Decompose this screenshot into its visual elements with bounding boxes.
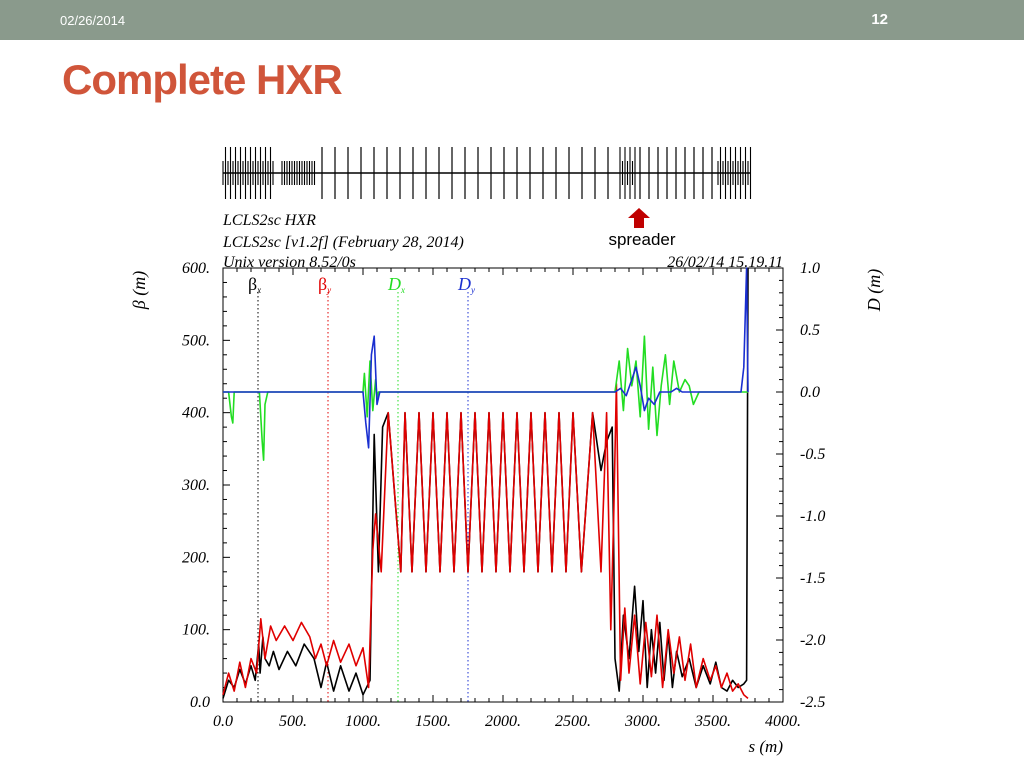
y-left-tick-label: 300.: [181, 477, 210, 494]
x-tick-label: 2000.: [485, 713, 521, 730]
x-tick-label: 0.0: [213, 713, 233, 730]
y-right-tick-label: 1.0: [800, 260, 820, 277]
y-right-tick-label: -0.5: [800, 446, 825, 463]
x-tick-label: 1500.: [415, 713, 451, 730]
chart-header-line2: LCLS2sc [v1.2f] (February 28, 2014): [222, 234, 464, 251]
beamline-element-schematic: [222, 147, 752, 199]
x-tick-label: 3000.: [624, 713, 661, 730]
y-right-tick-label: -2.5: [800, 694, 825, 711]
slide-header-bar: 02/26/2014 12: [0, 0, 1024, 40]
y-left-tick-label: 100.: [182, 622, 210, 639]
y-left-tick-label: 400.: [182, 405, 210, 422]
legend-label-D_y: Dy: [457, 274, 475, 295]
y-left-axis-label: β (m): [129, 271, 150, 310]
spreader-label: spreader: [608, 230, 675, 249]
legend-subscript: x: [256, 285, 261, 295]
spreader-annotation: spreader: [608, 208, 676, 249]
y-left-tick-label: 0.0: [190, 694, 210, 711]
legend-label-beta_x: βx: [248, 274, 261, 295]
series-line-D_x: [223, 335, 748, 462]
y-right-tick-label: -1.5: [800, 570, 825, 587]
legend-label-D_x: Dx: [387, 274, 405, 295]
x-tick-label: 2500.: [555, 713, 591, 730]
y-right-axis-label: D (m): [864, 269, 885, 313]
y-right-tick-label: 0.5: [800, 322, 820, 339]
x-tick-label: 1000.: [345, 713, 381, 730]
chart-header-line3: Unix version 8.52/0s: [223, 254, 356, 271]
y-right-tick-labels: -2.5 -2.0 -1.5 -1.0 -0.5 0.0 0.5 1.0: [800, 260, 825, 711]
y-left-tick-labels: 0.0 100. 200. 300. 400. 500. 600.: [181, 260, 210, 711]
legend-subscript: y: [326, 285, 331, 295]
plot-frame: [222, 267, 784, 703]
y-left-tick-label: 200.: [182, 549, 210, 566]
axis-ticks: [222, 267, 784, 703]
x-tick-label: 500.: [279, 713, 307, 730]
series-line-D_y: [223, 267, 749, 449]
y-right-tick-label: -1.0: [800, 508, 825, 525]
spreader-arrow-icon: [628, 208, 650, 228]
y-left-tick-label: 600.: [182, 260, 210, 277]
x-tick-label: 4000.: [765, 713, 801, 730]
y-left-tick-label: 500.: [182, 332, 210, 349]
y-right-tick-label: 0.0: [800, 384, 820, 401]
legend-subscript: y: [470, 285, 475, 295]
legend-marker-lines: [257, 292, 469, 702]
slide-date: 02/26/2014: [60, 13, 126, 28]
legend: βx βy Dx Dy: [248, 274, 475, 295]
legend-subscript: x: [400, 285, 405, 295]
chart-timestamp: 26/02/14 15.19.11: [667, 254, 783, 271]
slide-title: Complete HXR: [62, 56, 343, 103]
x-tick-labels: 0.0 500. 1000. 1500. 2000. 2500. 3000. 3500. 400…: [213, 713, 801, 730]
legend-label-beta_y: βy: [318, 274, 331, 295]
chart-header-line1: LCLS2sc HXR: [222, 212, 316, 229]
series-lines: [222, 267, 749, 700]
x-axis-label: s (m): [749, 737, 784, 756]
y-right-tick-label: -2.0: [800, 632, 825, 649]
x-tick-label: 3500.: [694, 713, 731, 730]
series-line-beta_y: [222, 382, 749, 700]
slide-page-number: 12: [871, 11, 888, 28]
